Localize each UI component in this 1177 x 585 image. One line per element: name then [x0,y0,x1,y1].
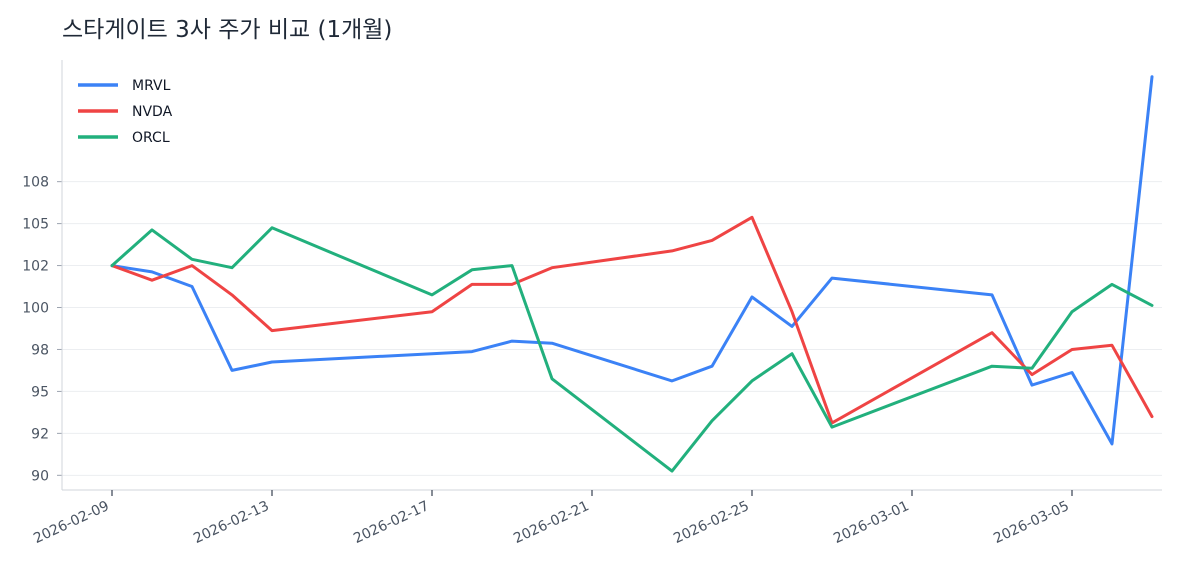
chart-title: 스타게이트 3사 주가 비교 (1개월) [62,17,393,43]
legend-label-nvda: NVDA [132,104,173,120]
x-tick-label: 2026-02-09 [31,498,112,547]
series-line-nvda [110,215,1154,425]
series-line-mrvl [110,75,1154,446]
y-tick-label: 95 [31,384,49,400]
x-tick-label: 2026-02-13 [191,498,272,547]
x-tick-label: 2026-02-21 [511,498,592,547]
y-tick-label: 105 [22,217,49,233]
axes: 90 92 95 98 100 102 105 108 2026-02-09 2026-02-13… [22,60,1162,547]
legend-label-mrvl: MRVL [132,78,171,94]
y-tick-label: 98 [31,342,49,358]
series-line-orcl [110,226,1154,473]
y-tick-label: 90 [31,468,49,484]
x-tick-label: 2026-03-01 [831,498,912,547]
y-tick-label: 102 [22,259,49,275]
x-tick-label: 2026-02-17 [351,498,432,547]
legend: MRVL NVDA ORCL [78,78,173,146]
y-tick-label: 100 [22,301,49,317]
legend-label-orcl: ORCL [132,130,170,146]
series-lines [110,75,1154,473]
y-tick-label: 92 [31,426,49,442]
x-tick-label: 2026-03-05 [991,498,1072,547]
x-tick-label: 2026-02-25 [671,498,752,547]
grid-lines [62,181,1162,476]
y-tick-label: 108 [22,175,49,191]
